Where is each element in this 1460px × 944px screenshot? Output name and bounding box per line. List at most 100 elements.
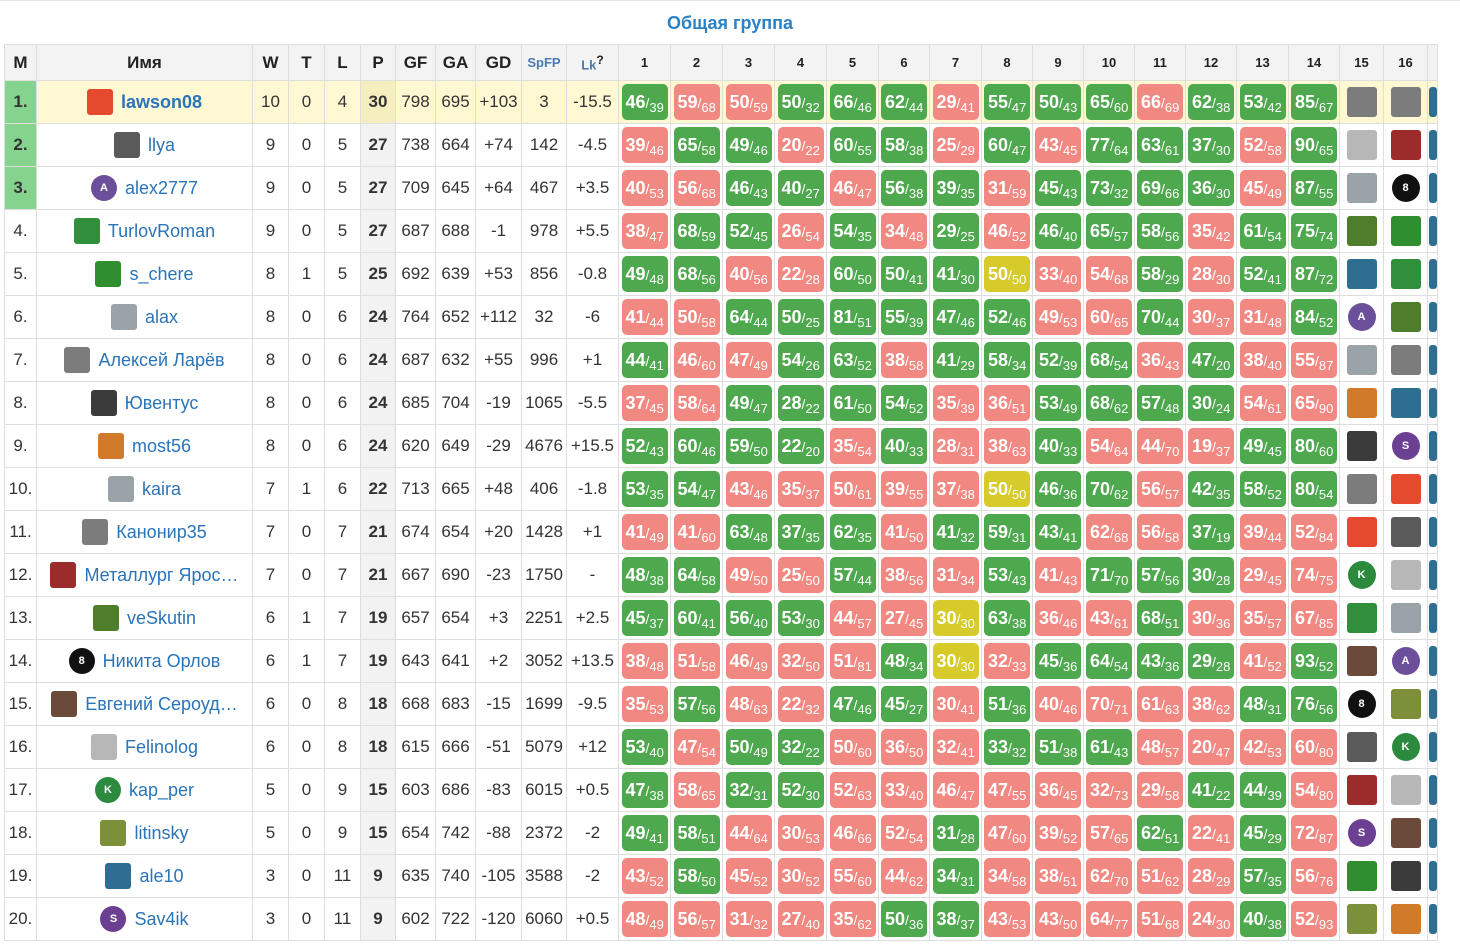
photo-blue-icon[interactable]	[1346, 259, 1377, 289]
game-score[interactable]: 36/51	[984, 385, 1030, 421]
game-score[interactable]: 30/28	[1188, 557, 1234, 593]
game-score[interactable]: 44/70	[1137, 428, 1183, 464]
header-rank[interactable]: М	[4, 44, 37, 81]
pentagon-red-icon[interactable]	[1390, 474, 1421, 504]
photo-lincoln-icon[interactable]	[1346, 732, 1377, 762]
game-score[interactable]: 56/38	[881, 170, 927, 206]
game-score[interactable]: 25/292	[932, 125, 979, 163]
game-score[interactable]: 55/87	[1291, 342, 1337, 378]
game-score[interactable]: 43/52	[621, 858, 668, 894]
game-score[interactable]: 54/52	[881, 385, 927, 421]
game-score[interactable]: 54/35	[829, 213, 876, 249]
game-score[interactable]: 54/61	[1239, 385, 1286, 421]
game-score[interactable]: 26/54	[777, 213, 824, 249]
letter-S-icon[interactable]: S	[1347, 819, 1376, 847]
game-score[interactable]: 44/41	[621, 342, 668, 378]
game-score[interactable]: 37/38	[932, 471, 979, 507]
game-score[interactable]: 50/50	[984, 471, 1030, 507]
game-score[interactable]: 59/68	[673, 84, 720, 120]
player-name-link[interactable]: alex2777	[124, 177, 199, 198]
game-score[interactable]: 29/28	[1188, 643, 1234, 679]
pentagon-red-icon[interactable]	[1346, 517, 1377, 547]
game-score[interactable]: 41/43	[1035, 557, 1081, 593]
game-score[interactable]: 46/660	[829, 813, 876, 851]
game-score[interactable]: 60/41	[673, 600, 720, 636]
player-name-link[interactable]: alax	[144, 306, 179, 327]
game-score[interactable]: 54/80	[1291, 772, 1337, 808]
game-score[interactable]: 53/42	[1239, 84, 1286, 120]
game-score[interactable]: 36/30	[1188, 170, 1234, 206]
game-score[interactable]: 85/67	[1291, 84, 1337, 120]
game-score[interactable]: 84/52	[1291, 299, 1337, 335]
game-score[interactable]: 46/47	[932, 772, 979, 808]
photo-cat-icon[interactable]	[1390, 603, 1421, 633]
game-score[interactable]: 30/37	[1188, 299, 1234, 335]
game-score[interactable]: 58/64	[673, 385, 720, 421]
game-score[interactable]: 47/54	[673, 729, 720, 765]
game-score[interactable]: 29/45	[1239, 557, 1286, 593]
game-score[interactable]: 46/60	[673, 342, 720, 378]
hat-green-icon[interactable]	[1390, 216, 1421, 246]
header-lk[interactable]: Lk?	[566, 44, 619, 81]
header-name[interactable]: Имя	[36, 44, 253, 81]
photo-sketch-icon[interactable]	[1390, 560, 1421, 590]
game-score[interactable]: 39/52	[1035, 815, 1081, 851]
game-score[interactable]: 52/302	[777, 770, 824, 808]
game-score[interactable]: 68/51	[1137, 600, 1183, 636]
game-score[interactable]: 60/46	[673, 428, 720, 464]
game-score[interactable]: 37/35	[777, 514, 824, 550]
game-score[interactable]: 64/58	[673, 557, 720, 593]
juve-icon[interactable]	[1390, 861, 1421, 891]
game-score[interactable]: 49/47	[725, 385, 772, 421]
game-score[interactable]: 35/39	[932, 385, 979, 421]
game-score[interactable]: 47/49	[725, 342, 772, 378]
game-score[interactable]: 49/46	[725, 127, 772, 163]
game-score[interactable]: 71/70	[1086, 557, 1132, 593]
game-score[interactable]: 28/30	[1188, 256, 1234, 292]
frog-icon[interactable]	[1346, 904, 1377, 934]
game-score[interactable]: 32/22	[777, 729, 824, 765]
game-score[interactable]: 53/49	[1035, 385, 1081, 421]
game-score[interactable]: 34/48	[881, 213, 927, 249]
game-score[interactable]: 22/410	[1188, 813, 1234, 851]
game-score[interactable]: 46/40	[1035, 213, 1081, 249]
game-score[interactable]: 57/48	[1137, 385, 1183, 421]
photo-soccer-icon[interactable]	[1390, 130, 1421, 160]
game-score[interactable]: 61/50	[829, 385, 876, 421]
game-score[interactable]: 22/32	[777, 686, 824, 722]
game-score[interactable]: 68/5915	[673, 211, 720, 249]
game-score[interactable]: 64/77	[1086, 901, 1132, 937]
eight-ball-icon[interactable]: 8	[1391, 174, 1420, 202]
game-score[interactable]: 31/59	[984, 170, 1030, 206]
game-score[interactable]: 37/30	[1188, 127, 1234, 163]
game-score[interactable]: 35/53	[621, 686, 668, 722]
game-score[interactable]: 65/90	[1291, 385, 1337, 421]
game-score[interactable]: 48/49	[621, 901, 668, 937]
game-score[interactable]: 43/36	[1137, 643, 1183, 679]
game-score[interactable]: 40/33	[881, 428, 927, 464]
header-t[interactable]: T	[288, 44, 325, 81]
game-score[interactable]: 19/370	[1188, 426, 1234, 464]
photo-green-icon[interactable]	[1390, 302, 1421, 332]
game-score[interactable]: 28/22	[777, 385, 824, 421]
game-score[interactable]: 60/65	[1086, 299, 1132, 335]
player-name-link[interactable]: Никита Орлов	[102, 650, 221, 671]
photo-sketch-icon[interactable]	[1390, 775, 1421, 805]
game-score[interactable]: 50/251	[777, 297, 824, 335]
mushroom-icon[interactable]	[1346, 388, 1377, 418]
game-score[interactable]: 30/30	[932, 600, 979, 636]
game-score[interactable]: 69/66	[1137, 170, 1183, 206]
game-score[interactable]: 45/36	[1035, 643, 1081, 679]
game-score[interactable]: 53/35	[621, 471, 668, 507]
photo-portrait-icon[interactable]	[1346, 646, 1377, 676]
game-score[interactable]: 39/35	[932, 170, 979, 206]
game-score[interactable]: 24/30	[1188, 901, 1234, 937]
game-score[interactable]: 63/61	[1137, 127, 1183, 163]
game-score[interactable]: 36/500	[881, 727, 927, 765]
player-name-link[interactable]: Алексей Ларёв	[98, 349, 225, 370]
player-name-link[interactable]: litinsky	[134, 822, 189, 843]
game-score[interactable]: 49/41	[621, 815, 668, 851]
game-score[interactable]: 58/56	[1137, 213, 1183, 249]
game-score[interactable]: 38/58	[881, 342, 927, 378]
game-score[interactable]: 45/49	[1239, 170, 1286, 206]
